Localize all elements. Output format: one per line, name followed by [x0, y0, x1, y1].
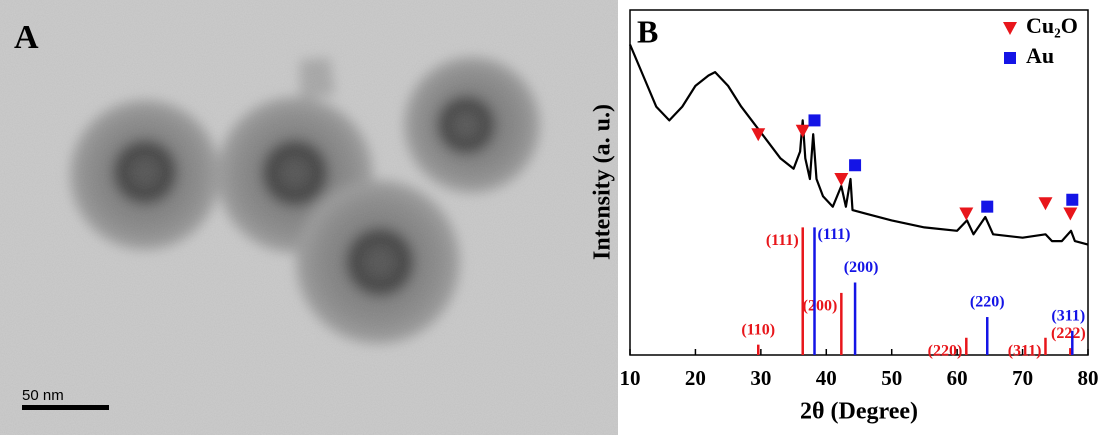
x-tick-label: 70	[1012, 366, 1033, 390]
peak-marker	[795, 124, 810, 138]
peak-marker	[1066, 193, 1079, 206]
plot-frame	[629, 9, 1089, 356]
y-axis-label: Intensity (a. u.)	[590, 104, 616, 260]
peak-marker	[981, 200, 994, 213]
scale-bar	[22, 405, 109, 410]
reference-label: (200)	[844, 259, 879, 276]
scale-bar-label: 50 nm	[22, 387, 64, 404]
reference-label: (111)	[818, 226, 851, 243]
legend-marker	[1003, 22, 1017, 35]
reference-label: (311)	[1051, 308, 1085, 325]
peak-marker	[1038, 197, 1053, 211]
legend-marker	[1004, 52, 1016, 64]
xrd-chart: B 2θ (Degree) Intensity (a. u.) 10 20 30 40…	[590, 9, 1099, 425]
reference-label: (200)	[803, 298, 838, 315]
peak-marker	[1063, 207, 1078, 221]
x-axis-label: 2θ (Degree)	[800, 399, 918, 425]
x-tick-label: 20	[685, 366, 706, 390]
legend-label: Cu₂O	[1026, 13, 1078, 38]
peak-marker	[808, 114, 821, 127]
panel-label: A	[14, 19, 39, 56]
reference-label: (311)	[1008, 342, 1042, 359]
x-tick-label: 50	[881, 366, 902, 390]
reference-label: (220)	[928, 342, 963, 359]
x-tick-label: 30	[750, 366, 771, 390]
reference-label: (111)	[766, 232, 799, 249]
grain	[0, 0, 618, 435]
reference-label: (220)	[970, 294, 1005, 311]
reference-label: (222)	[1051, 325, 1086, 342]
panel-label: B	[637, 13, 658, 49]
x-tick-label: 40	[816, 366, 837, 390]
peak-marker	[959, 207, 974, 221]
legend-label: Au	[1026, 43, 1054, 68]
x-tick-label: 10	[620, 366, 641, 390]
peak-marker	[849, 159, 862, 172]
xrd-pattern	[628, 44, 1089, 246]
reference-label: (110)	[741, 321, 775, 338]
x-tick-label: 60	[947, 366, 968, 390]
tem-image: A 50 nm	[0, 0, 618, 435]
peak-marker	[751, 128, 766, 142]
x-tick-label: 80	[1078, 366, 1099, 390]
peak-marker	[834, 173, 849, 187]
